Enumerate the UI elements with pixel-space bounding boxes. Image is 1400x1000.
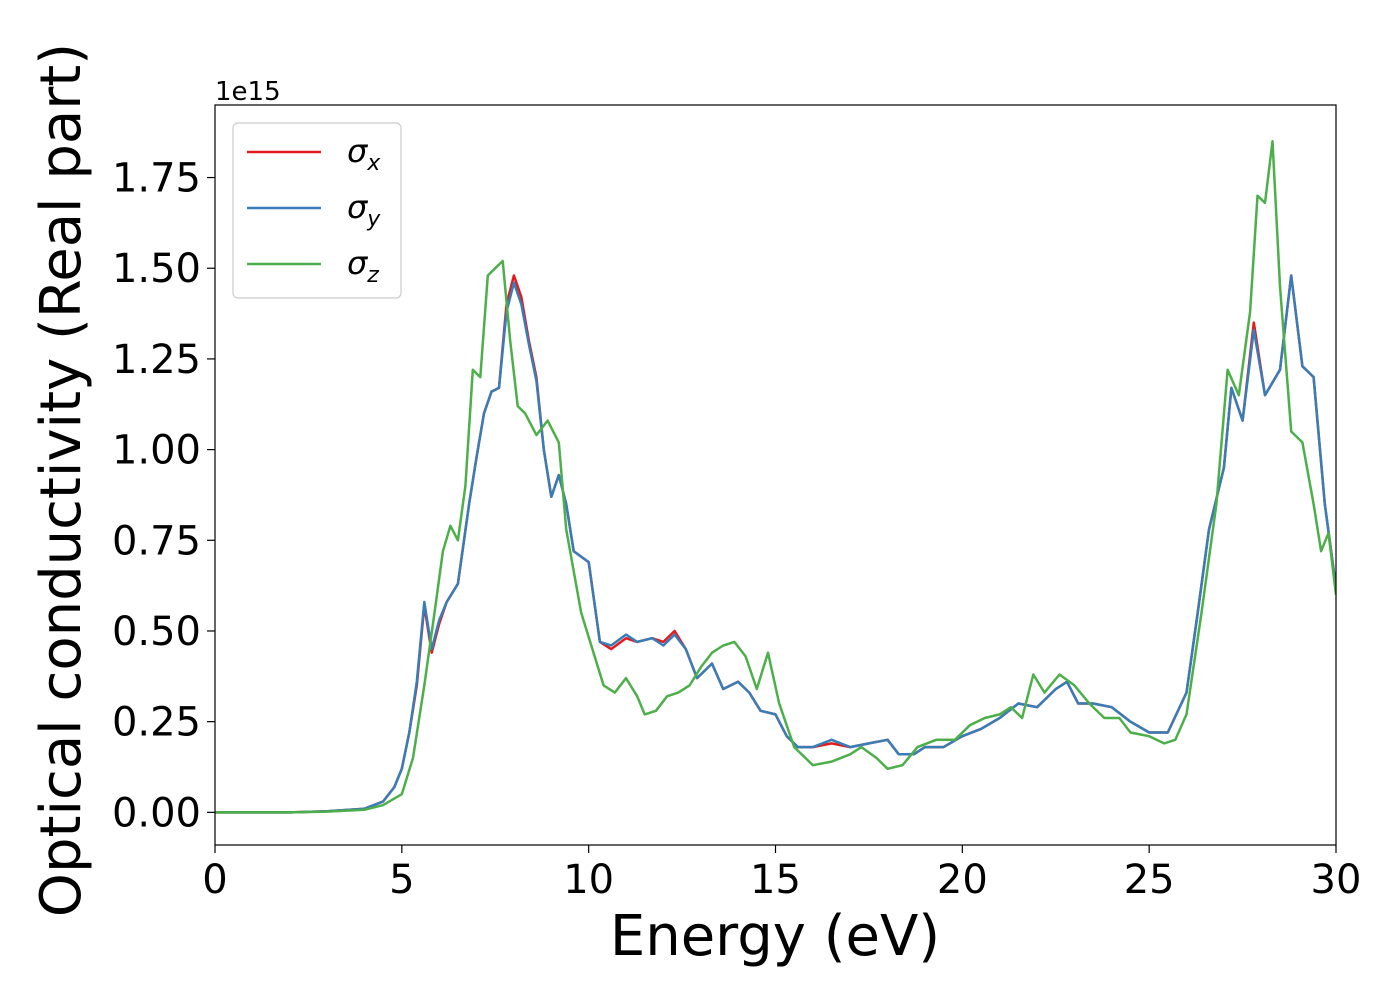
legend-label: σy	[347, 188, 381, 232]
y-offset-label: 1e15	[215, 77, 281, 107]
axes: 0 5 10 15 20 25 30 0.00 0.25 0.50 0.75 1.00 1.25 1.50…	[112, 104, 1362, 903]
y-tick-label: 0.00	[112, 790, 201, 836]
y-tick-label: 1.75	[112, 156, 201, 202]
x-tick-label: 15	[750, 857, 801, 903]
series-line-y	[215, 274, 1336, 814]
legend-label: σz	[347, 244, 379, 288]
y-tick-label: 1.25	[112, 337, 201, 383]
y-tick-label: 1.50	[112, 246, 201, 292]
plot-area	[215, 140, 1336, 814]
legend-label: σx	[347, 132, 381, 176]
x-axis-label: Energy (eV)	[610, 904, 940, 969]
legend-box	[232, 122, 402, 299]
x-tick-label: 5	[389, 857, 414, 903]
series-line-z	[215, 140, 1336, 814]
y-tick-label: 0.25	[112, 700, 201, 746]
x-tick-label: 30	[1311, 857, 1362, 903]
y-tick-label: 0.50	[112, 609, 201, 655]
x-tick-label: 10	[563, 857, 614, 903]
x-tick-label: 20	[937, 857, 988, 903]
y-tick-label: 0.75	[112, 518, 201, 564]
x-tick-label: 0	[202, 857, 227, 903]
y-tick-label: 1.00	[112, 428, 201, 474]
legend: σx σy σz	[232, 122, 402, 299]
y-axis-label: Optical conductivity (Real part)	[29, 43, 94, 917]
x-tick-label: 25	[1124, 857, 1175, 903]
